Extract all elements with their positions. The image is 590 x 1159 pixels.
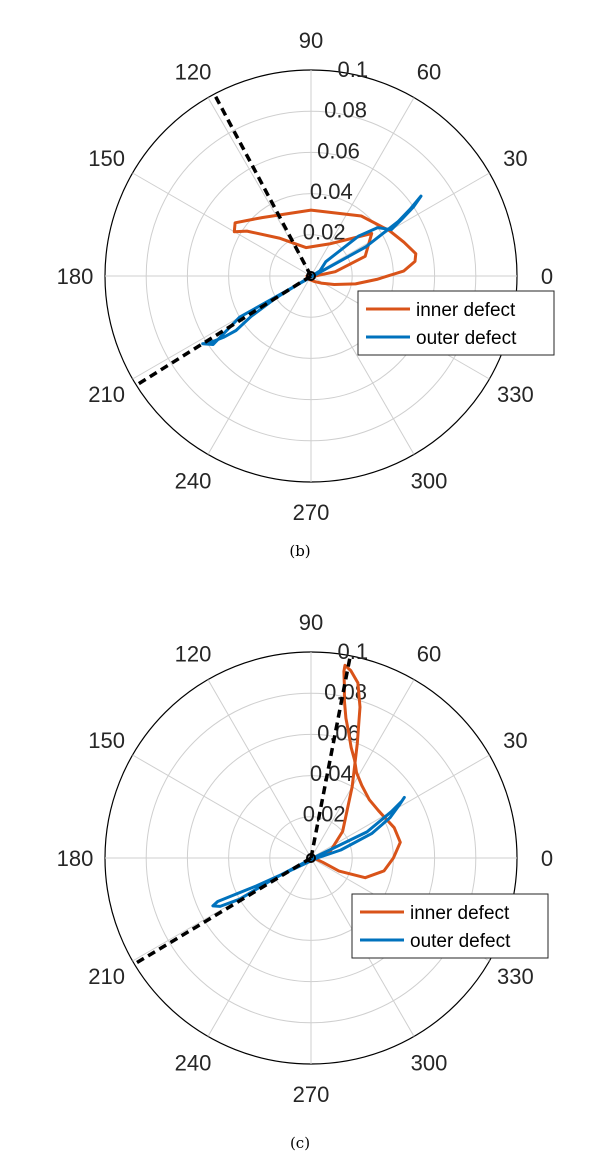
theta-tick-label: 90: [299, 610, 323, 635]
series-line-inner-defect: [313, 663, 402, 880]
polar-grid-spoke: [310, 97, 415, 277]
theta-tick-label: 240: [175, 468, 212, 493]
r-tick-label: 0.1: [338, 639, 369, 664]
theta-tick-label: 180: [57, 264, 94, 289]
legend: inner defect outer defect: [357, 290, 555, 356]
theta-tick-label: 120: [175, 642, 212, 667]
theta-tick-label: 60: [417, 642, 441, 667]
legend-box: [351, 893, 549, 959]
dashed-direction-line: [135, 274, 312, 387]
theta-tick-label: 0: [541, 846, 553, 871]
polar-grid-spoke: [310, 172, 490, 277]
polar-chart-c-svg: 0 30 60 90 120 150 180 210 240 270 300 330 0.02 0.04 0…: [57, 610, 553, 1152]
theta-tick-label: 150: [88, 728, 125, 753]
dashed-direction-line: [309, 655, 353, 859]
theta-tick-label: 300: [411, 468, 448, 493]
polar-grid-spoke: [207, 275, 312, 455]
legend: inner defect outer defect: [351, 893, 549, 959]
polar-grid-spoke: [310, 754, 490, 859]
polar-grid-spoke: [132, 172, 312, 277]
dashed-direction-line: [133, 856, 312, 966]
r-tick-label: 0.04: [310, 179, 353, 204]
r-tick-label: 0.06: [317, 138, 360, 163]
theta-tick-label: 330: [497, 382, 534, 407]
figure-caption: (c): [290, 1134, 310, 1152]
dashed-direction-line: [212, 93, 313, 277]
theta-tick-label: 270: [293, 1082, 330, 1107]
theta-tick-label: 240: [175, 1050, 212, 1075]
polar-chart-b-svg: 03060901201501802102402703003300.020.040…: [57, 28, 555, 560]
theta-tick-label: 270: [293, 500, 330, 525]
polar-chart-c: 0 30 60 90 120 150 180 210 240 270 300 330 0.02 0.04 0…: [0, 582, 590, 1159]
series-line-outer-defect: [201, 194, 423, 346]
polar-grid-spoke: [207, 679, 312, 859]
polar-origin-marker: [306, 853, 316, 863]
theta-tick-label: 210: [88, 964, 125, 989]
theta-tick-label: 300: [411, 1050, 448, 1075]
theta-tick-label: 210: [88, 382, 125, 407]
theta-tick-label: 120: [175, 60, 212, 85]
polar-grid-spoke: [310, 275, 415, 455]
legend-entry: inner defect: [416, 300, 516, 321]
theta-tick-label: 60: [417, 60, 441, 85]
polar-grid-spoke: [207, 97, 312, 277]
r-tick-label: 0.04: [310, 761, 353, 786]
polar-origin-marker: [306, 271, 316, 281]
theta-tick-label: 90: [299, 28, 323, 53]
polar-grid-spoke: [207, 857, 312, 1037]
polar-grid-spoke: [132, 754, 312, 859]
legend-entry: outer defect: [416, 328, 517, 349]
theta-tick-label: 0: [541, 264, 553, 289]
theta-tick-label: 150: [88, 146, 125, 171]
polar-grid-spoke: [310, 679, 415, 859]
legend-entry: outer defect: [410, 931, 511, 952]
polar-chart-b: 0 30 60 90 120 150 180 210 240 270 300 330 0.02 0.04 0…: [0, 0, 590, 577]
r-tick-label: 0.08: [324, 98, 367, 123]
figure-caption: (b): [289, 542, 310, 560]
theta-tick-label: 180: [57, 846, 94, 871]
legend-entry: inner defect: [410, 903, 510, 924]
theta-tick-label: 30: [503, 146, 527, 171]
r-tick-label: 0.02: [303, 801, 346, 826]
series-line-outer-defect: [211, 795, 406, 908]
r-tick-label: 0.1: [338, 57, 369, 82]
theta-tick-label: 330: [497, 964, 534, 989]
legend-box: [357, 290, 555, 356]
theta-tick-label: 30: [503, 728, 527, 753]
